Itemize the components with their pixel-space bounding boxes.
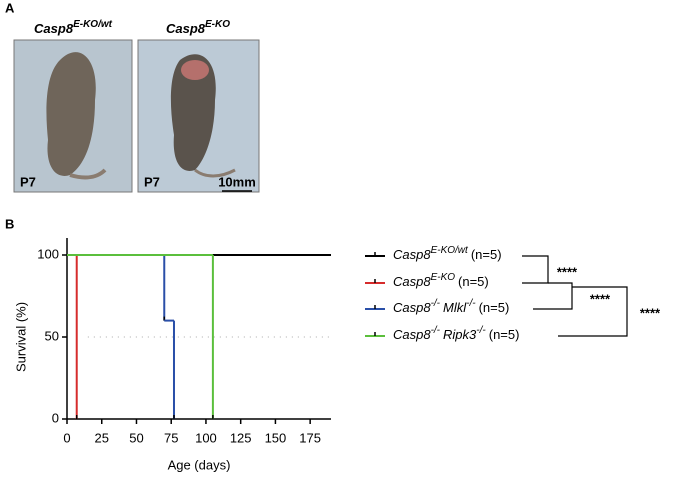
legend-text: Ripk3 xyxy=(443,327,477,342)
significance-label: **** xyxy=(557,264,578,279)
bracket xyxy=(558,286,628,337)
x-tick-label: 150 xyxy=(265,430,287,445)
x-tick-label: 125 xyxy=(230,430,252,445)
lesion xyxy=(181,60,209,80)
scale-bar-label: 10mm xyxy=(218,174,256,189)
legend-sup: -/- xyxy=(431,298,441,309)
photo-title-sup: E-KO xyxy=(205,19,230,30)
x-tick-label: 100 xyxy=(195,430,217,445)
significance-label: **** xyxy=(590,291,611,306)
legend-text: (n=5) xyxy=(471,247,502,262)
legend-text: (n=5) xyxy=(458,274,489,289)
x-tick-label: 25 xyxy=(95,430,109,445)
photo xyxy=(13,39,133,193)
legend-sup: E-KO/wt xyxy=(431,245,469,256)
y-tick-label: 0 xyxy=(52,410,59,425)
photo-title: Casp8E-KO/wt xyxy=(34,19,113,37)
significance-label: **** xyxy=(640,305,661,320)
bracket xyxy=(522,255,549,284)
y-axis-label: Survival (%) xyxy=(13,302,28,372)
significance-brackets xyxy=(522,255,628,337)
legend-text: Casp8 xyxy=(393,274,431,289)
photo-title: Casp8E-KO xyxy=(166,19,230,37)
legend-text: Casp8 xyxy=(393,300,431,315)
legend-label: Casp8E-KO/wt (n=5) xyxy=(393,245,502,263)
x-tick-label: 75 xyxy=(164,430,178,445)
x-tick-label: 50 xyxy=(129,430,143,445)
panel-label: A xyxy=(5,0,15,15)
legend-label: Casp8E-KO (n=5) xyxy=(393,272,489,290)
legend-text: (n=5) xyxy=(489,327,520,342)
photo xyxy=(137,39,260,193)
x-tick-label: 0 xyxy=(63,430,70,445)
tail xyxy=(69,168,107,180)
panel-label: B xyxy=(5,216,14,231)
legend-text: (n=5) xyxy=(479,300,510,315)
tail xyxy=(194,168,236,178)
age-label: P7 xyxy=(20,174,36,189)
legend-sup: -/- xyxy=(431,325,441,336)
legend-sup: -/- xyxy=(476,325,486,336)
y-tick-label: 100 xyxy=(37,246,59,261)
photo-title-gene: Casp8 xyxy=(166,21,206,36)
legend-text: Mlkl xyxy=(443,300,467,315)
age-label: P7 xyxy=(144,174,160,189)
legend-label: Casp8-/- Ripk3-/- (n=5) xyxy=(393,325,519,343)
x-axis-label: Age (days) xyxy=(168,457,231,472)
legend-text: Casp8 xyxy=(393,247,431,262)
photo-title-gene: Casp8 xyxy=(34,21,74,36)
mouse xyxy=(170,54,216,171)
legend-sup: E-KO xyxy=(431,272,456,283)
y-tick-label: 50 xyxy=(45,328,59,343)
bracket xyxy=(533,282,573,310)
legend-label: Casp8-/- Mlkl-/- (n=5) xyxy=(393,298,509,316)
mouse xyxy=(46,52,96,176)
legend-text: Casp8 xyxy=(393,327,431,342)
legend-sup: -/- xyxy=(466,298,476,309)
x-tick-label: 175 xyxy=(299,430,321,445)
photo-title-sup: E-KO/wt xyxy=(73,19,113,30)
